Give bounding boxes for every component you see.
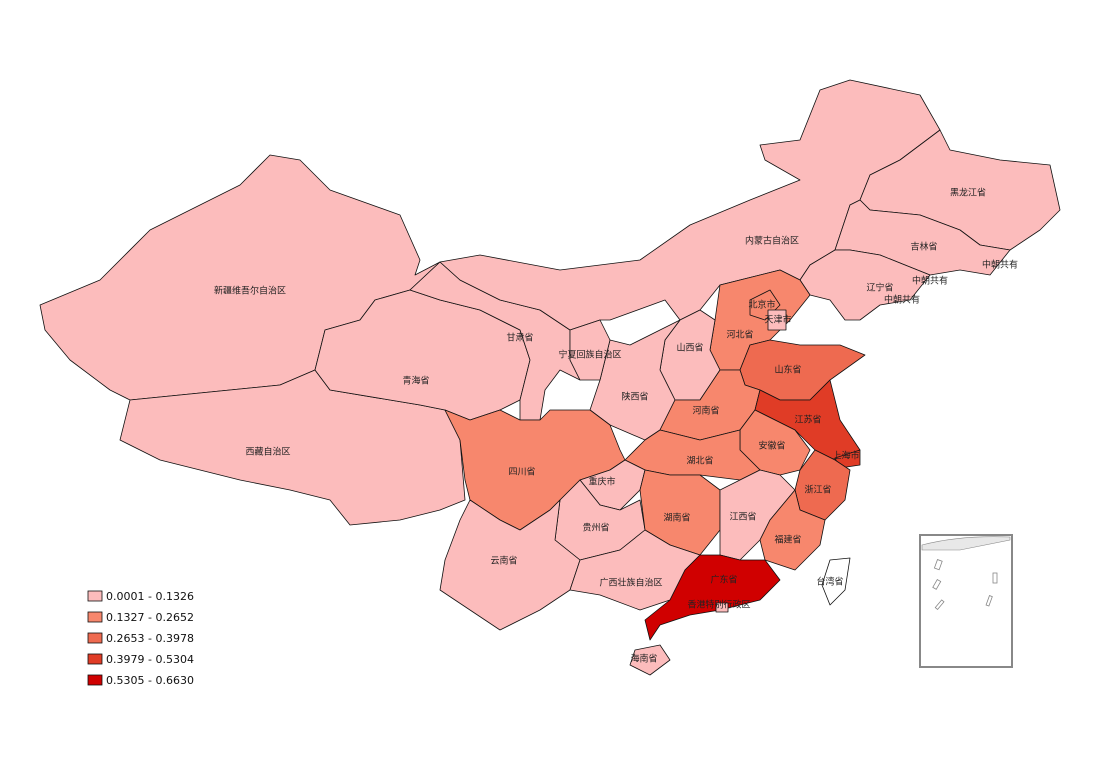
province-label: 云南省 — [490, 555, 517, 567]
province-label: 辽宁省 — [866, 282, 893, 294]
legend-label: 0.3979 - 0.5304 — [106, 653, 194, 666]
province-label: 山东省 — [774, 364, 801, 376]
legend-swatch — [87, 611, 103, 623]
province — [715, 602, 729, 613]
province-label: 重庆市 — [588, 476, 615, 488]
inset-coast — [921, 536, 1011, 551]
province-label: 新疆维吾尔自治区 — [214, 285, 286, 297]
legend-swatch — [87, 674, 103, 686]
legend-label: 0.2653 - 0.3978 — [106, 632, 194, 645]
province-label: 陕西省 — [621, 391, 648, 403]
legend-label: 0.0001 - 0.1326 — [106, 590, 194, 603]
province — [644, 554, 781, 641]
legend-swatch — [87, 590, 103, 602]
province-label: 江西省 — [729, 511, 756, 523]
province — [569, 319, 611, 381]
province-label: 安徽省 — [758, 440, 785, 452]
province — [767, 309, 787, 331]
province — [629, 644, 671, 676]
map-label: 中朝共有 — [912, 275, 948, 287]
province-label: 青海省 — [402, 375, 429, 387]
province-label: 贵州省 — [582, 522, 609, 534]
legend-swatch — [87, 653, 103, 665]
province-label: 海南省 — [630, 653, 657, 665]
inset-islands — [932, 559, 998, 611]
province-label: 天津市 — [764, 314, 791, 326]
province-label: 甘肃省 — [506, 332, 533, 344]
provinces — [39, 79, 1061, 676]
province-label: 江苏省 — [794, 414, 821, 426]
inset-frame — [919, 534, 1013, 668]
province-label: 上海市 — [832, 450, 859, 462]
province-label: 河南省 — [692, 405, 719, 417]
map-label: 中朝共有 — [982, 259, 1018, 271]
province-label: 河北省 — [726, 329, 753, 341]
province-label: 内蒙古自治区 — [745, 235, 799, 247]
province-label: 湖南省 — [663, 512, 690, 524]
map-label: 中朝共有 — [884, 294, 920, 306]
province-label: 福建省 — [774, 534, 801, 546]
province-label: 香港特别行政区 — [687, 599, 750, 611]
legend-label: 0.5305 - 0.6630 — [106, 674, 194, 687]
province-label: 北京市 — [748, 299, 775, 311]
province-label: 吉林省 — [910, 241, 937, 253]
province — [821, 557, 851, 606]
province — [759, 489, 826, 571]
province-label: 黑龙江省 — [950, 187, 986, 199]
province-label: 台湾省 — [816, 576, 843, 588]
province-label: 广东省 — [710, 574, 737, 586]
province-label: 宁夏回族自治区 — [558, 349, 621, 361]
province-label: 广西壮族自治区 — [599, 577, 662, 589]
province-label: 浙江省 — [804, 484, 831, 496]
legend-label: 0.1327 - 0.2652 — [106, 611, 194, 624]
province-label: 四川省 — [508, 466, 535, 478]
legend: 0.0001 - 0.1326 0.1327 - 0.2652 0.2653 - 0… — [87, 590, 194, 687]
province-label: 山西省 — [676, 342, 703, 354]
province-label: 西藏自治区 — [245, 446, 290, 458]
province-label: 湖北省 — [686, 455, 713, 467]
legend-swatch — [87, 632, 103, 644]
